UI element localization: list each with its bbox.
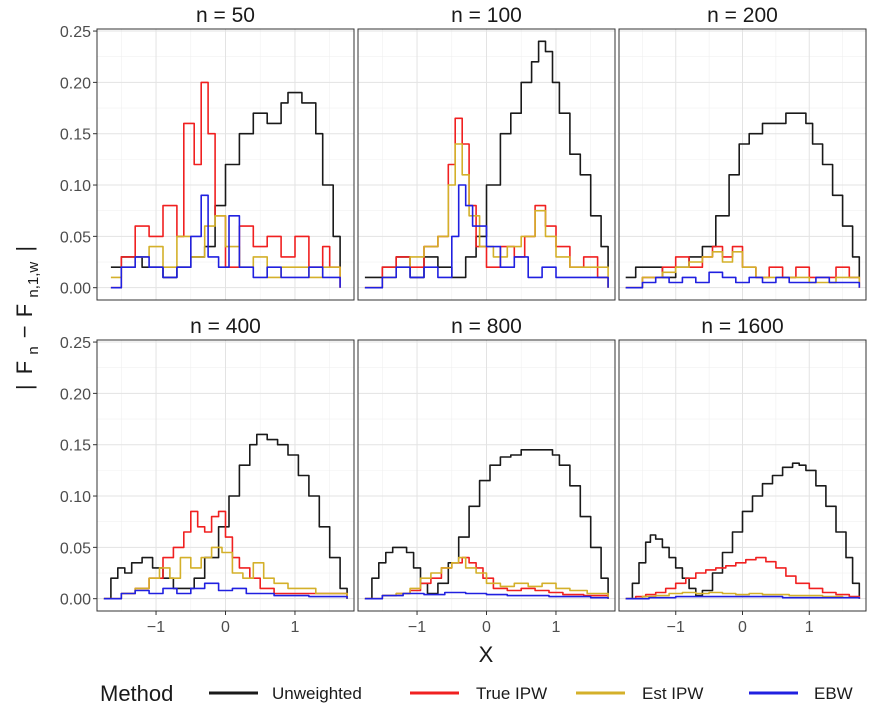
series-line-ebw	[364, 184, 609, 289]
y-axis: 0.00 0.05 0.10 0.15 0.20 0.25 0.00 0.05 0.10 0.15…	[60, 24, 97, 609]
panel-border	[96, 28, 355, 301]
facet-panel: n = 100	[357, 4, 616, 301]
x-tick-label: −1	[408, 619, 426, 636]
facet-strip-label: n = 800	[451, 315, 522, 338]
facet-strip-label: n = 1600	[701, 315, 783, 338]
panel-border	[618, 28, 867, 301]
legend-label-unweighted: Unweighted	[272, 684, 362, 703]
series-line-est-ipw	[364, 143, 609, 289]
series-line-ebw	[625, 271, 861, 289]
x-tick-label: −1	[667, 619, 685, 636]
y-axis-title-f2: F	[12, 304, 37, 317]
facet-panel: n = 1600	[618, 315, 867, 612]
y-tick-label: 0.25	[60, 335, 91, 352]
facet-panel: n = 800	[357, 315, 616, 612]
y-axis-title-sub2: n,1,w	[25, 262, 42, 298]
series-line-unweighted	[364, 449, 609, 600]
facet-panel: n = 400	[96, 315, 355, 612]
facet-strip-label: n = 100	[451, 4, 522, 27]
y-tick-label: 0.00	[60, 592, 91, 609]
y-axis-title: | F n − F n,1,w |	[12, 246, 43, 390]
x-tick-label: 1	[552, 619, 561, 636]
y-tick-label: 0.15	[60, 438, 91, 455]
y-axis-title-sub1: n	[25, 346, 42, 354]
legend-label-ebw: EBW	[814, 684, 853, 703]
y-tick-label: 0.15	[60, 127, 91, 144]
series-line-unweighted	[625, 462, 861, 600]
legend: Method Unweighted True IPW Est IPW EBW	[100, 681, 853, 706]
y-tick-label: 0.10	[60, 178, 91, 195]
series-line-unweighted	[103, 433, 348, 600]
series-line-ebw	[110, 194, 341, 289]
panel-border	[357, 28, 616, 301]
facet-panels: n = 50 n = 100 n = 200 n = 400 n = 800 n = 16…	[96, 4, 867, 612]
x-tick-label: −1	[147, 619, 165, 636]
series-line-true-ipw	[364, 556, 609, 600]
facet-strip-label: n = 400	[190, 315, 261, 338]
series-line-est-ipw	[110, 215, 341, 279]
y-axis-title-bar-right: |	[12, 246, 37, 252]
y-tick-label: 0.05	[60, 229, 91, 246]
legend-label-true-ipw: True IPW	[476, 684, 547, 703]
legend-label-est-ipw: Est IPW	[642, 684, 703, 703]
x-tick-label: 0	[738, 619, 747, 636]
facet-strip-label: n = 50	[196, 4, 255, 27]
series-line-est-ipw	[103, 546, 348, 600]
series-line-true-ipw	[625, 556, 861, 600]
x-axis-title: X	[479, 642, 494, 667]
y-tick-label: 0.20	[60, 75, 91, 92]
x-tick-label: 1	[805, 619, 814, 636]
series-line-ebw	[364, 591, 609, 600]
x-tick-label: 0	[482, 619, 491, 636]
y-axis-title-minus: −	[12, 325, 37, 338]
y-tick-label: 0.10	[60, 489, 91, 506]
series-line-ebw	[625, 595, 861, 600]
series-line-ebw	[103, 582, 348, 600]
y-tick-label: 0.00	[60, 281, 91, 298]
facet-panel: n = 200	[618, 4, 867, 301]
y-tick-label: 0.20	[60, 386, 91, 403]
legend-title: Method	[100, 681, 173, 706]
y-axis-title-bar-left: |	[12, 384, 37, 390]
y-tick-label: 0.25	[60, 24, 91, 41]
x-axis: −1 0 1 −1 0 1 −1 0 1	[147, 611, 814, 636]
series-line-est-ipw	[625, 591, 861, 600]
y-axis-title-f1: F	[12, 361, 37, 374]
y-tick-label: 0.05	[60, 540, 91, 557]
x-tick-label: 1	[291, 619, 300, 636]
facet-strip-label: n = 200	[707, 4, 778, 27]
x-tick-label: 0	[221, 619, 230, 636]
series-line-est-ipw	[364, 556, 609, 600]
facet-panel: n = 50	[96, 4, 355, 301]
